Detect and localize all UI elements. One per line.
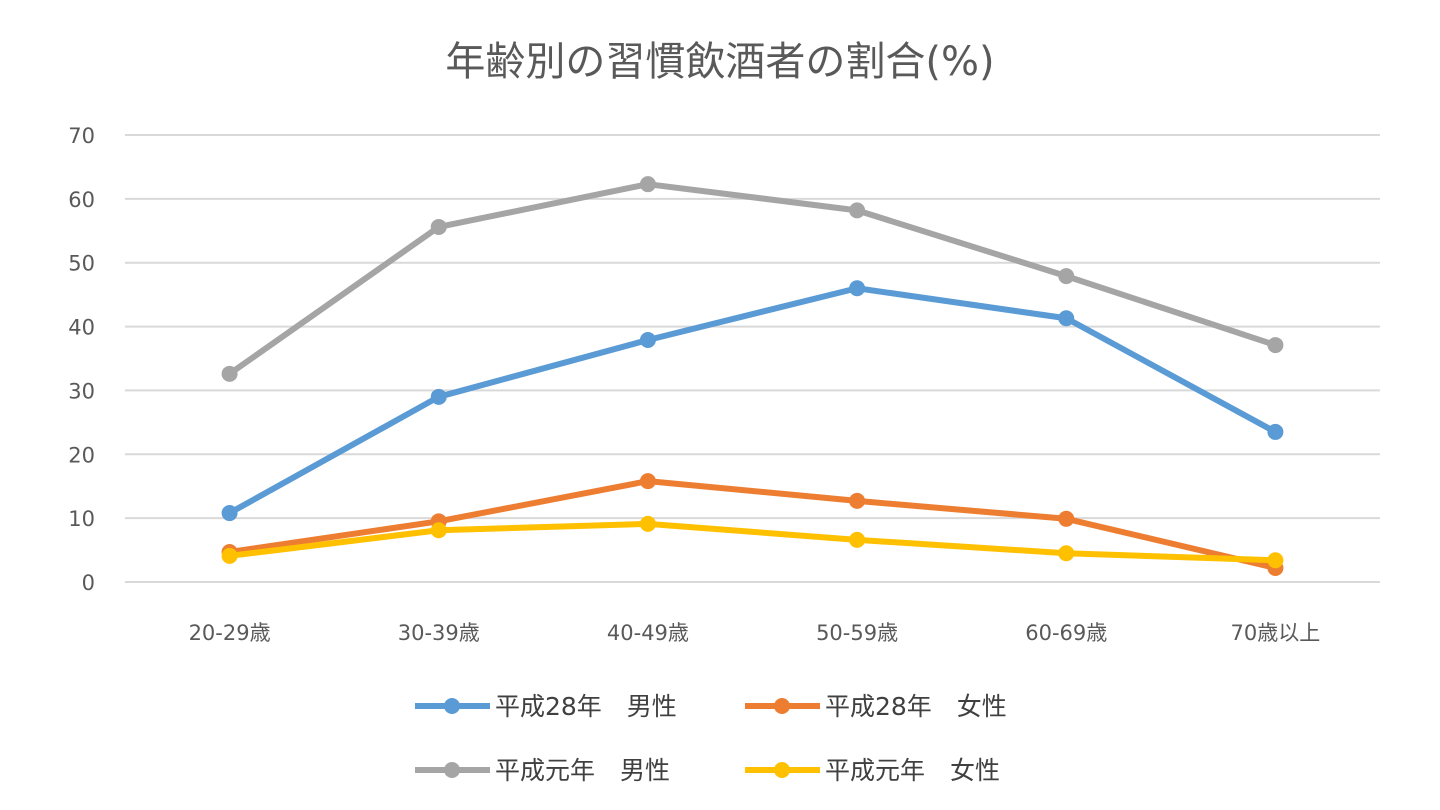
data-point [1058,510,1075,527]
x-tick-label: 40-49歳 [607,621,689,645]
legend-item: 平成元年 男性 [415,756,670,785]
legend-marker [774,698,790,714]
data-point [221,547,238,564]
x-tick-label: 20-29歳 [189,621,271,645]
data-point [430,218,447,235]
series-line [229,478,1277,571]
y-tick-label: 20 [68,443,95,467]
y-tick-label: 50 [68,252,95,276]
y-tick-label: 30 [68,379,95,403]
data-point [639,331,656,348]
legend-label: 平成元年 男性 [495,756,670,785]
legend-marker [444,698,460,714]
x-axis: 20-29歳 30-39歳 40-49歳 50-59歳 60-69歳 70歳以上 [189,621,1321,645]
y-axis: 0 10 20 30 40 50 60 70 [68,124,95,595]
series-line [227,181,1277,377]
x-tick-label: 50-59歳 [816,621,898,645]
data-point [639,176,656,193]
series-2 [221,176,1284,382]
data-point [221,365,238,382]
data-point [1267,423,1284,440]
series-0 [221,280,1284,522]
data-point [1058,268,1075,285]
data-point [1058,545,1075,562]
legend-marker [444,762,460,778]
data-point [639,473,656,490]
y-tick-label: 40 [68,316,95,340]
series-line [229,520,1276,564]
y-tick-label: 10 [68,507,95,531]
y-tick-label: 0 [82,571,95,595]
gridlines [125,134,1380,583]
chart-title: 年齢別の習慣飲酒者の割合(%) [445,39,994,85]
legend-label: 平成28年 男性 [495,692,677,721]
data-point [849,492,866,509]
data-point [430,522,447,539]
legend-item: 平成28年 女性 [745,692,1007,721]
x-tick-label: 30-39歳 [398,621,480,645]
legend-label: 平成元年 女性 [825,756,1000,785]
data-point [849,280,866,297]
legend-item: 平成元年 女性 [745,756,1000,785]
data-point [430,388,447,405]
x-tick-label: 60-69歳 [1025,621,1107,645]
series-3 [221,515,1284,569]
data-point [1267,552,1284,569]
series-line [228,285,1277,516]
legend-marker [774,762,790,778]
data-point [1267,337,1284,354]
data-point [849,202,866,219]
y-tick-label: 70 [68,124,95,148]
series-1 [221,473,1284,576]
series-group [221,176,1284,576]
x-tick-label: 70歳以上 [1231,621,1321,645]
data-point [1058,310,1075,327]
y-tick-label: 60 [68,188,95,212]
data-point [221,505,238,522]
legend-label: 平成28年 女性 [825,692,1007,721]
data-point [639,515,656,532]
data-point [849,531,866,548]
legend-item: 平成28年 男性 [415,692,677,721]
